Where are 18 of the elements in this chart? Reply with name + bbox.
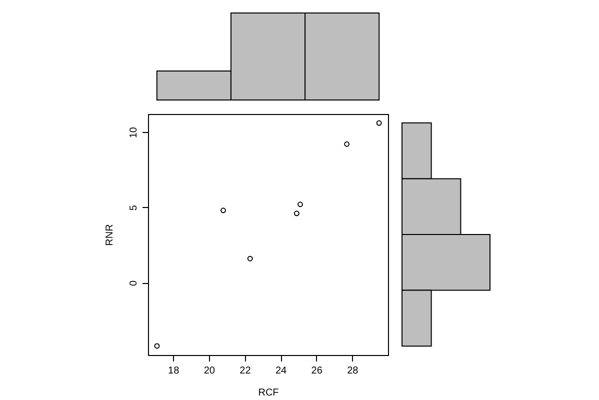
y-tick-label: 5 (128, 204, 140, 211)
x-tick-label: 28 (347, 366, 359, 376)
point (294, 210, 300, 216)
point (247, 256, 253, 262)
x-axis-title: RCF (258, 388, 279, 398)
point (376, 120, 382, 126)
y-tick-label: 0 (128, 280, 140, 286)
x-tick-label: 26 (311, 366, 323, 376)
y-axis-title: RNR (104, 224, 116, 246)
x-tick-label: 20 (204, 366, 216, 376)
y-tick-label: 10 (128, 126, 140, 138)
point (344, 141, 350, 147)
x-tick-label: 18 (168, 366, 180, 376)
point (298, 202, 303, 208)
x-tick-label: 24 (275, 366, 288, 376)
x-tick-label: 22 (240, 366, 252, 376)
point (220, 208, 226, 214)
point (154, 343, 160, 349)
